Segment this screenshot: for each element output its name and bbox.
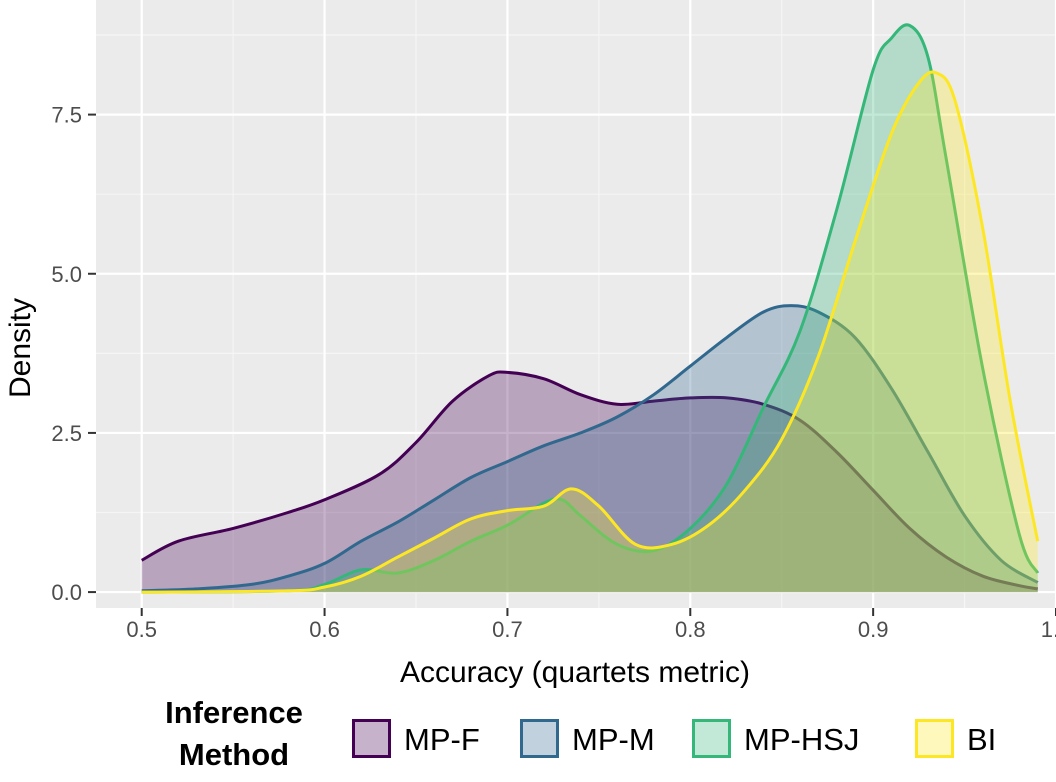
legend-swatch-mp-f	[352, 719, 391, 758]
x-tick-label: 0.9	[858, 617, 889, 642]
area-mp-hsj	[141, 24, 1038, 593]
line-bi	[141, 70, 1040, 594]
area-bi	[141, 71, 1038, 593]
y-axis: 0.0 2.5 5.0 7.5	[51, 103, 96, 605]
legend-swatch-mp-m	[520, 719, 559, 758]
x-axis-title: Accuracy (quartets metric)	[400, 656, 750, 689]
y-tick-label: 2.5	[51, 421, 82, 446]
legend-key-mp-m	[520, 719, 559, 758]
legend-swatch-mp-hsj	[692, 719, 731, 758]
line-mp-hsj	[141, 23, 1040, 594]
x-axis: 0.5 0.6 0.7 0.8 0.9 1.0	[126, 608, 1056, 642]
legend-swatch-bi	[915, 719, 954, 758]
x-tick-label: 0.6	[309, 617, 340, 642]
x-tick-label: 0.8	[675, 617, 706, 642]
legend-label-mp-f: MP-F	[404, 722, 480, 757]
x-tick-label: 1.0	[1041, 617, 1056, 642]
legend-title-line-1: Inference	[165, 695, 303, 730]
legend-label-mp-m: MP-M	[572, 722, 655, 757]
major-gridlines	[96, 0, 1056, 608]
legend-items: MP-F MP-M MP-HSJ BI	[352, 719, 996, 758]
x-tick-label: 0.5	[126, 617, 157, 642]
plot-panel	[96, 0, 1056, 608]
legend-key-bi	[915, 719, 954, 758]
legend-label-bi: BI	[967, 722, 996, 757]
density-areas	[140, 23, 1040, 594]
legend-title-line-2: Method	[179, 737, 289, 772]
legend-label-mp-hsj: MP-HSJ	[744, 722, 859, 757]
area-mp-m	[141, 305, 1038, 593]
y-tick-label: 5.0	[51, 262, 82, 287]
y-tick-label: 7.5	[51, 103, 82, 128]
y-axis-title: Density	[4, 298, 37, 398]
line-mp-f	[140, 370, 1038, 591]
line-mp-m	[141, 304, 1039, 593]
x-tick-label: 0.7	[492, 617, 523, 642]
legend-key-mp-hsj	[692, 719, 731, 758]
legend: Inference Method MP-F MP-M MP-HSJ BI	[165, 695, 996, 772]
legend-key-mp-f	[352, 719, 391, 758]
y-tick-label: 0.0	[51, 580, 82, 605]
